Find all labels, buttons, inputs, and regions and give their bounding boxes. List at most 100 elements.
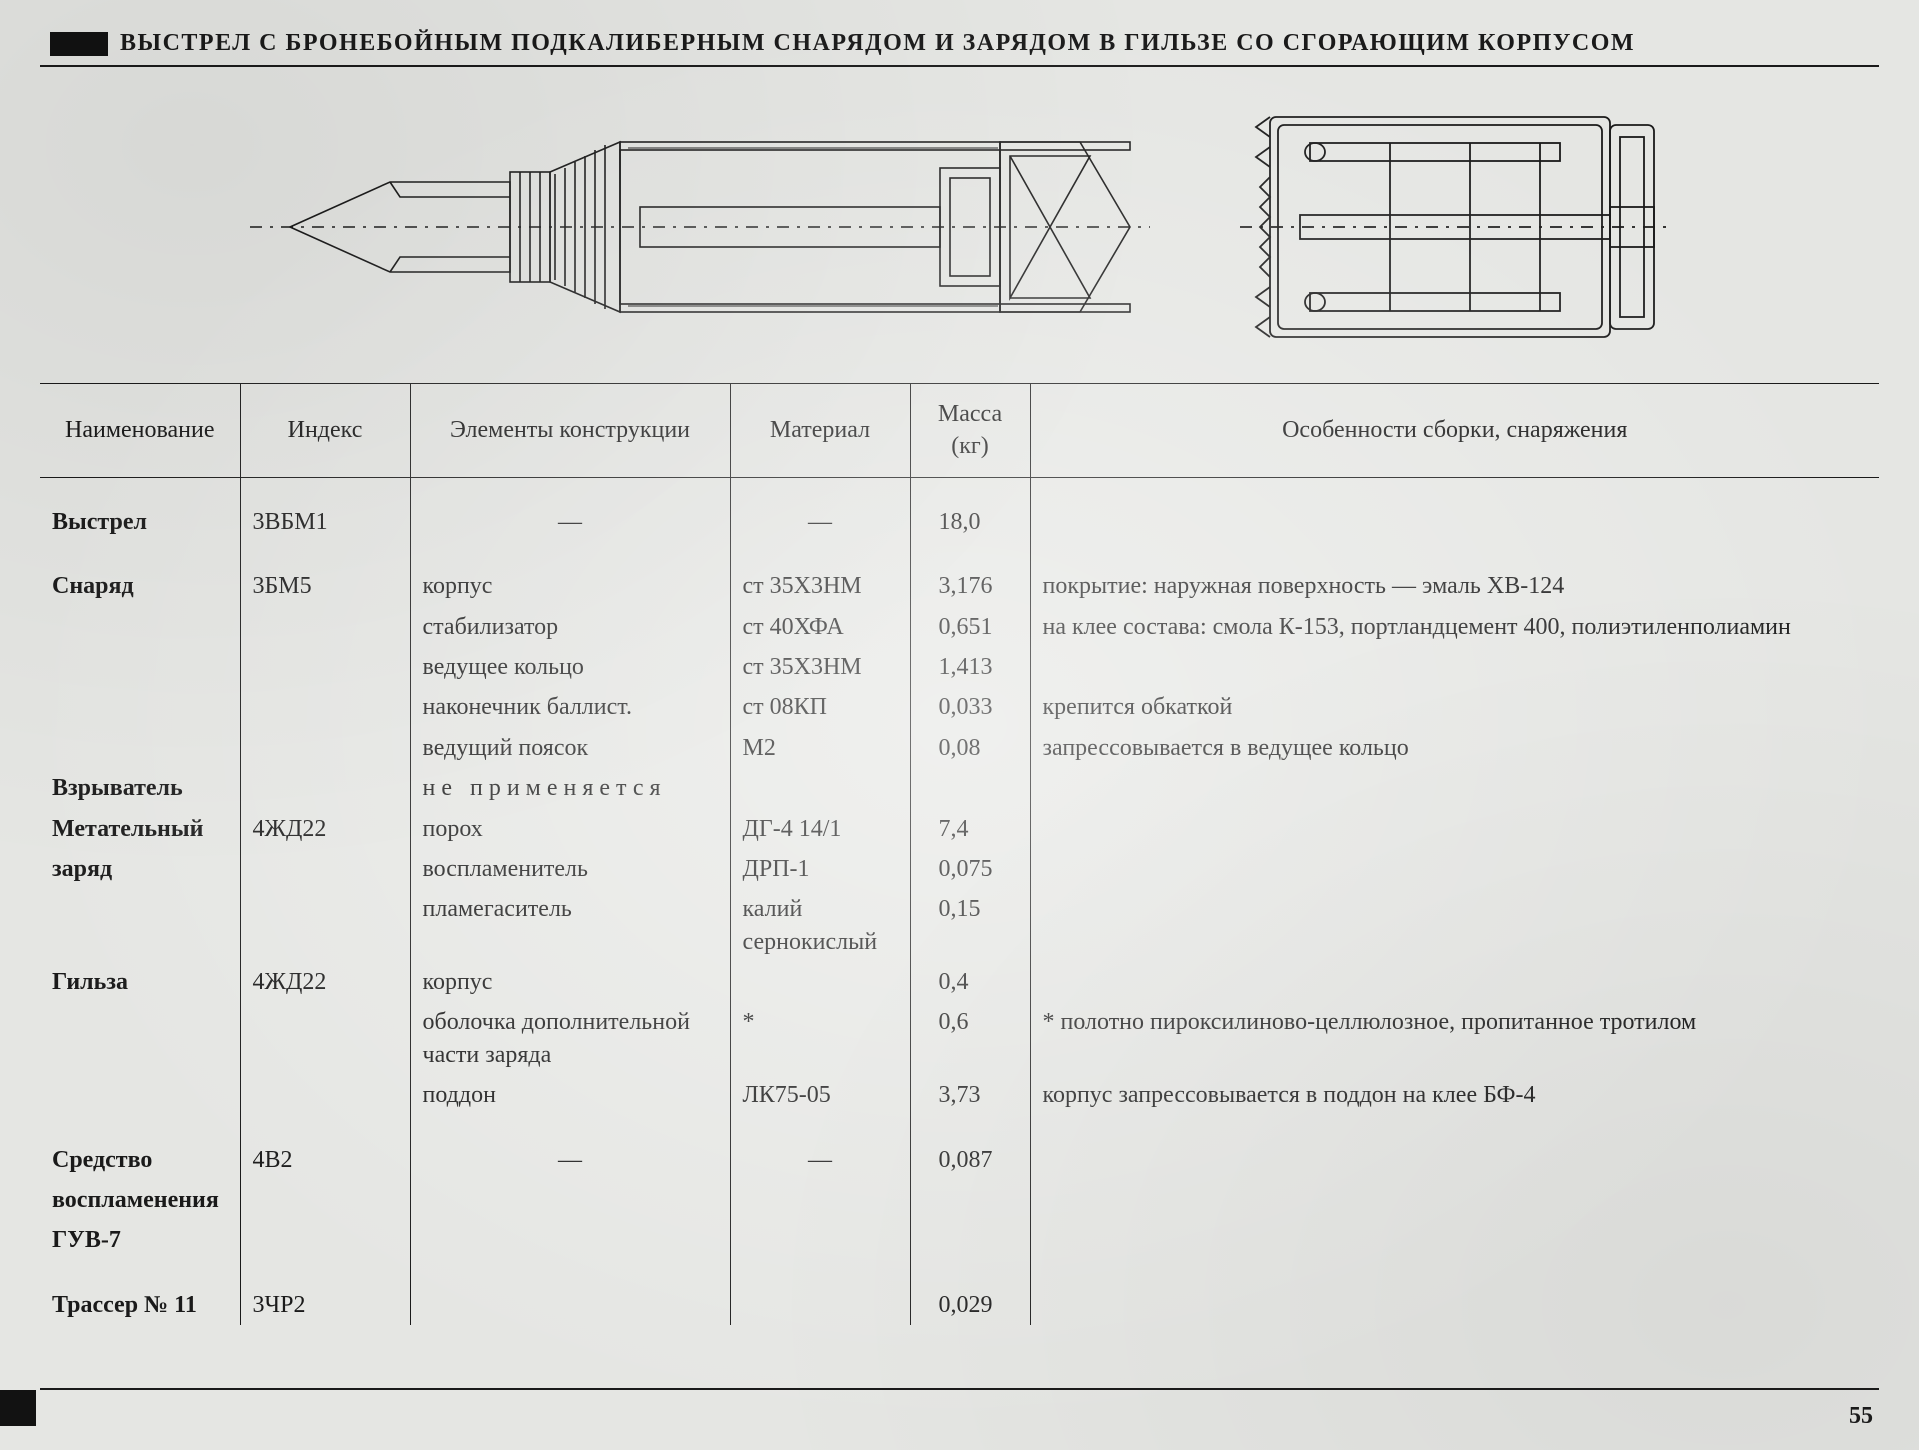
cell-elem: наконечник баллист. [410, 687, 730, 727]
th-mass-label: Масса [938, 401, 1002, 427]
spec-table: Наименование Индекс Элементы конструкции… [40, 383, 1879, 1325]
cell-notes: запрессовывается в ведущее кольцо [1030, 728, 1879, 768]
cell-mat: ЛК75-05 [730, 1075, 910, 1115]
cell-notes: * полотно пироксилиново-целлюлозное, про… [1030, 1002, 1879, 1075]
figure-projectile [250, 112, 1150, 342]
cell-index: 3ВБМ1 [240, 502, 410, 542]
table-row: стабилизатор ст 40ХФА 0,651 на клее сост… [40, 607, 1879, 647]
cell-mass: 0,651 [910, 607, 1030, 647]
cell-mass: 1,413 [910, 647, 1030, 687]
ink-blot [50, 32, 108, 56]
table-row: ведущее кольцо ст 35Х3НМ 1,413 [40, 647, 1879, 687]
table-row: оболочка дополнительной части заряда * 0… [40, 1002, 1879, 1075]
elem-line2: части заряда [423, 1042, 552, 1068]
table-row: воспламенения [40, 1180, 1879, 1220]
cell-mass: 0,029 [910, 1285, 1030, 1325]
th-mat: Материал [730, 384, 910, 478]
table-row: ведущий поясок М2 0,08 запрессовывается … [40, 728, 1879, 768]
page-title: ВЫСТРЕЛ С БРОНЕБОЙНЫМ ПОДКАЛИБЕРНЫМ СНАР… [120, 30, 1635, 57]
cell-mat: калий сернокислый [730, 889, 910, 962]
table-row: Трассер № 11 3ЧР2 0,029 [40, 1285, 1879, 1325]
cell-mat: — [730, 1140, 910, 1180]
cell-elem: ведущий поясок [410, 728, 730, 768]
table-row: Снаряд 3БМ5 корпус ст 35Х3НМ 3,176 покры… [40, 566, 1879, 606]
cell-name: Выстрел [40, 502, 240, 542]
cell-mat: ДРП-1 [730, 849, 910, 889]
cell-mass: 0,033 [910, 687, 1030, 727]
cell-elem: стабилизатор [410, 607, 730, 647]
cell-mass: 7,4 [910, 809, 1030, 849]
cell-elem: оболочка дополнительной части заряда [410, 1002, 730, 1075]
cell-mat: ст 08КП [730, 687, 910, 727]
cell-mass: 18,0 [910, 502, 1030, 542]
cell-index: 4ЖД22 [240, 809, 410, 849]
cell-mass: 0,087 [910, 1140, 1030, 1180]
table-row: пламегаситель калий сернокислый 0,15 [40, 889, 1879, 962]
rule-bottom [40, 1388, 1879, 1390]
table-row: Взрыватель не применяется [40, 768, 1879, 808]
figure-area [40, 77, 1879, 377]
th-notes: Особенности сборки, снаряжения [1030, 384, 1879, 478]
cell-name: Средство [40, 1140, 240, 1180]
cell-notes: на клее состава: смола К-153, портландце… [1030, 607, 1879, 647]
cell-elem: — [410, 502, 730, 542]
mat-line2: сернокислый [743, 929, 878, 955]
th-index: Индекс [240, 384, 410, 478]
cell-elem: пламегаситель [410, 889, 730, 962]
table-row: Метательный 4ЖД22 порох ДГ-4 14/1 7,4 [40, 809, 1879, 849]
cell-elem: корпус [410, 962, 730, 1002]
rule-top [40, 65, 1879, 67]
cell-mass: 3,73 [910, 1075, 1030, 1115]
cell-name: Взрыватель [40, 768, 240, 808]
cell-mat: * [730, 1002, 910, 1075]
cell-name: ГУВ-7 [40, 1220, 240, 1260]
elem-line1: оболочка дополнительной [423, 1009, 690, 1035]
table-row [40, 542, 1879, 566]
cell-elem: ведущее кольцо [410, 647, 730, 687]
cell-elem: поддон [410, 1075, 730, 1115]
cell-elem: корпус [410, 566, 730, 606]
mat-line1: калий [743, 896, 803, 922]
cell-mat: — [730, 502, 910, 542]
table-row [40, 477, 1879, 502]
cell-notes [1030, 502, 1879, 542]
cell-mat: ДГ-4 14/1 [730, 809, 910, 849]
th-name: Наименование [40, 384, 240, 478]
cell-name: Трассер № 11 [40, 1285, 240, 1325]
cell-notes: покрытие: наружная поверхность — эмаль Х… [1030, 566, 1879, 606]
cell-mass: 0,4 [910, 962, 1030, 1002]
document-page: ВЫСТРЕЛ С БРОНЕБОЙНЫМ ПОДКАЛИБЕРНЫМ СНАР… [0, 0, 1919, 1450]
cell-index: 4ЖД22 [240, 962, 410, 1002]
page-number: 55 [1849, 1403, 1873, 1430]
cell-name: Снаряд [40, 566, 240, 606]
table-row: Гильза 4ЖД22 корпус 0,4 [40, 962, 1879, 1002]
table-header-row: Наименование Индекс Элементы конструкции… [40, 384, 1879, 478]
cell-elem: воспламенитель [410, 849, 730, 889]
cell-name: Метательный [40, 809, 240, 849]
cell-mass: 3,176 [910, 566, 1030, 606]
table-row: Средство 4В2 — — 0,087 [40, 1140, 1879, 1180]
cell-name: заряд [40, 849, 240, 889]
th-elem: Элементы конструкции [410, 384, 730, 478]
figure-case [1240, 97, 1670, 357]
table-row [40, 1116, 1879, 1140]
cell-elem: порох [410, 809, 730, 849]
cell-index: 3ЧР2 [240, 1285, 410, 1325]
table-row: наконечник баллист. ст 08КП 0,033 крепит… [40, 687, 1879, 727]
cell-name: Гильза [40, 962, 240, 1002]
cell-notes: крепится обкаткой [1030, 687, 1879, 727]
table-row [40, 1261, 1879, 1285]
cell-notes: корпус запрессовывается в поддон на клее… [1030, 1075, 1879, 1115]
cell-mat: М2 [730, 728, 910, 768]
cell-mat: ст 35Х3НМ [730, 647, 910, 687]
cell-mat: ст 40ХФА [730, 607, 910, 647]
cell-name: воспламенения [40, 1180, 240, 1220]
table-row: Выстрел 3ВБМ1 — — 18,0 [40, 502, 1879, 542]
cell-index: 3БМ5 [240, 566, 410, 606]
table-row: ГУВ-7 [40, 1220, 1879, 1260]
table-row: поддон ЛК75-05 3,73 корпус запрессовывае… [40, 1075, 1879, 1115]
cell-mass: 0,08 [910, 728, 1030, 768]
cell-mass: 0,075 [910, 849, 1030, 889]
cell-mat: ст 35Х3НМ [730, 566, 910, 606]
ink-smudge [0, 1390, 36, 1426]
